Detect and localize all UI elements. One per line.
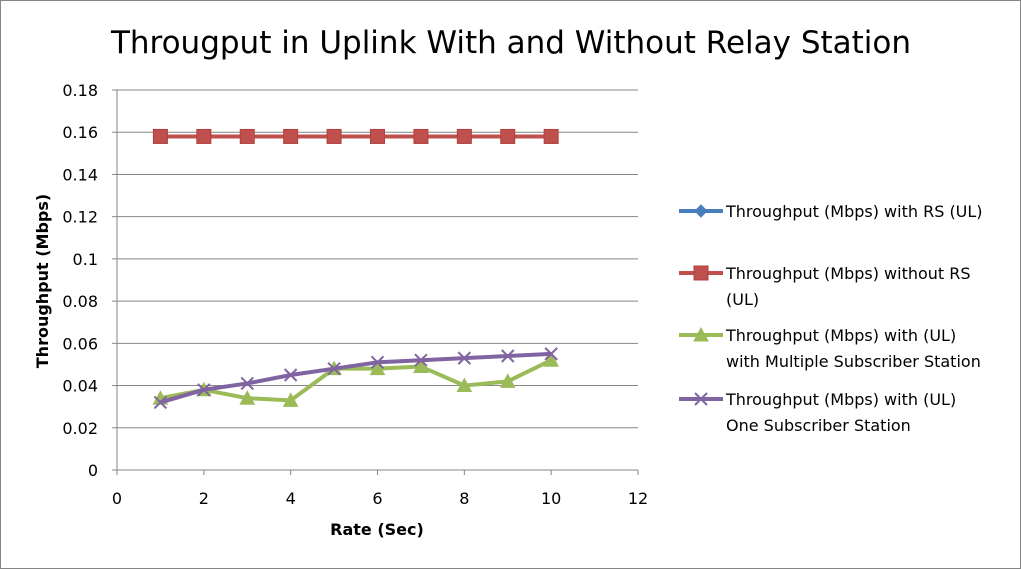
data-point bbox=[500, 128, 516, 144]
marker-stroke bbox=[197, 383, 211, 397]
y-tick-label: 0.14 bbox=[62, 165, 98, 184]
y-tick-label: 0 bbox=[88, 461, 98, 480]
legend-entry-2: Throughput (Mbps) without RS (UL) bbox=[679, 264, 971, 309]
y-tick-label: 0.06 bbox=[62, 334, 98, 353]
legend-entry-1: Throughput (Mbps) with RS (UL) bbox=[679, 202, 983, 221]
legend-label: (UL) bbox=[726, 290, 759, 309]
data-point bbox=[196, 128, 212, 144]
x-tick-label: 0 bbox=[112, 489, 122, 508]
legend-label: Throughput (Mbps) with (UL) bbox=[725, 390, 956, 409]
series-line bbox=[159, 351, 552, 405]
data-point bbox=[543, 352, 560, 367]
marker-stroke bbox=[694, 392, 708, 406]
data-point bbox=[456, 377, 473, 393]
x-tick-label: 8 bbox=[459, 489, 469, 508]
data-point bbox=[283, 128, 299, 144]
data-point bbox=[370, 355, 385, 370]
legend-marker bbox=[693, 265, 709, 281]
data-point bbox=[457, 351, 472, 365]
y-tick-label: 0.16 bbox=[62, 123, 98, 142]
data-point bbox=[413, 358, 429, 374]
series-layer bbox=[152, 128, 560, 410]
legend-entry-4: Throughput (Mbps) with (UL) One Subscribe… bbox=[679, 390, 956, 435]
y-tick-label: 0.18 bbox=[62, 81, 98, 100]
series-4 bbox=[153, 347, 558, 410]
y-tick-label: 0.04 bbox=[62, 377, 98, 396]
series-line bbox=[160, 358, 553, 403]
y-tick-label: 0.1 bbox=[73, 250, 98, 269]
marker-stroke bbox=[327, 361, 341, 376]
data-point bbox=[369, 360, 386, 376]
x-tick-label: 2 bbox=[199, 489, 209, 508]
marker-stroke bbox=[544, 347, 558, 361]
legend: Throughput (Mbps) with RS (UL) Throughput… bbox=[679, 202, 983, 435]
legend-label: Throughput (Mbps) without RS bbox=[725, 264, 971, 283]
x-tick-label: 4 bbox=[286, 489, 296, 508]
legend-marker bbox=[694, 392, 708, 406]
y-tick-label: 0.08 bbox=[62, 292, 98, 311]
legend-label: Throughput (Mbps) with (UL) bbox=[725, 326, 956, 345]
legend-label: with Multiple Subscriber Station bbox=[726, 352, 981, 371]
legend-label: One Subscriber Station bbox=[726, 416, 911, 435]
marker-stroke bbox=[501, 349, 515, 363]
data-point bbox=[543, 128, 559, 144]
x-tick-label: 6 bbox=[372, 489, 382, 508]
data-point bbox=[414, 353, 428, 367]
x-tick-label: 12 bbox=[628, 489, 648, 508]
data-point bbox=[370, 128, 385, 144]
data-point bbox=[544, 347, 558, 361]
legend-label: Throughput (Mbps) with RS (UL) bbox=[725, 202, 983, 221]
legend-marker bbox=[693, 326, 709, 342]
y-axis-label: Throughput (Mbps) bbox=[33, 194, 52, 368]
marker-stroke bbox=[240, 376, 254, 391]
y-tick-label: 0.12 bbox=[62, 208, 98, 227]
x-tick-label: 10 bbox=[541, 489, 561, 508]
data-point bbox=[501, 349, 515, 363]
chart-title: Througput in Uplink With and Without Rel… bbox=[110, 25, 911, 61]
series-2 bbox=[152, 128, 559, 144]
data-point bbox=[239, 390, 256, 405]
data-point bbox=[413, 128, 429, 144]
y-tick-label: 0.02 bbox=[62, 419, 98, 438]
data-point bbox=[283, 368, 298, 382]
legend-entry-3: Throughput (Mbps) with (UL) with Multiple… bbox=[679, 326, 981, 371]
marker-stroke bbox=[370, 355, 385, 370]
x-axis-label: Rate (Sec) bbox=[330, 520, 424, 539]
axis-layer: 0 0.02 0.04 0.06 0.08 0.1 0.12 0.14 0.16 0.18 0 2 4 6… bbox=[62, 81, 648, 508]
data-point bbox=[327, 361, 341, 376]
data-point bbox=[499, 373, 516, 388]
data-point bbox=[240, 376, 254, 391]
data-point bbox=[197, 383, 211, 397]
legend-marker bbox=[694, 204, 708, 218]
marker-stroke bbox=[457, 351, 472, 365]
data-point bbox=[456, 128, 472, 144]
marker-stroke bbox=[283, 368, 298, 382]
data-point bbox=[326, 128, 342, 144]
marker-stroke bbox=[414, 353, 428, 367]
series-3 bbox=[152, 352, 560, 407]
data-point bbox=[152, 128, 168, 144]
data-point bbox=[239, 128, 255, 144]
data-point bbox=[153, 395, 168, 410]
data-point bbox=[282, 392, 299, 407]
marker-stroke bbox=[153, 395, 168, 410]
